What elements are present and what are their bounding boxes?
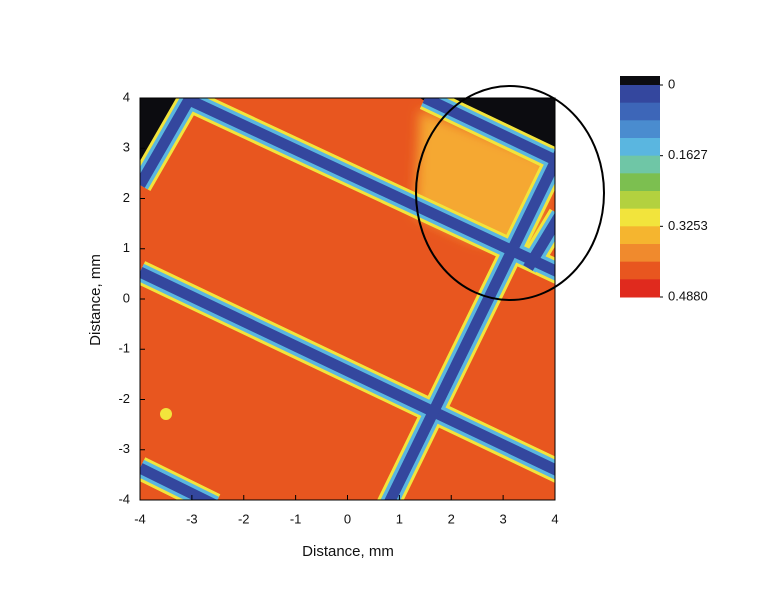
x-tick-label: -4 xyxy=(134,511,146,526)
y-axis-label: Distance, mm xyxy=(87,254,104,346)
highlight-ellipse xyxy=(415,85,605,301)
colorbar-band xyxy=(620,261,660,280)
colorbar-band xyxy=(620,279,660,298)
y-tick-label: 2 xyxy=(123,190,130,205)
colorbar-band xyxy=(620,208,660,227)
colorbar-tick-label: 0 xyxy=(668,76,675,91)
colorbar-tick-label: 0.1627 xyxy=(668,147,708,162)
colorbar-band xyxy=(620,85,660,104)
x-tick-label: 2 xyxy=(448,511,455,526)
x-tick-label: -2 xyxy=(238,511,250,526)
y-tick-label: -1 xyxy=(118,341,130,356)
colorbar-band xyxy=(620,244,660,263)
colorbar-band xyxy=(620,102,660,121)
colorbar-band xyxy=(620,155,660,174)
x-tick-label: 4 xyxy=(551,511,558,526)
colorbar-band xyxy=(620,138,660,157)
x-tick-label: 3 xyxy=(500,511,507,526)
colorbar-band xyxy=(620,120,660,139)
y-tick-label: 4 xyxy=(123,89,130,104)
x-tick-label: -3 xyxy=(186,511,198,526)
y-tick-label: -2 xyxy=(118,391,130,406)
colorbar-band xyxy=(620,191,660,210)
contour-field xyxy=(140,98,555,500)
x-tick-label: 1 xyxy=(396,511,403,526)
colorbar-band xyxy=(620,226,660,245)
x-tick-label: 0 xyxy=(344,511,351,526)
colorbar-tick-label: 0.4880 xyxy=(668,288,708,303)
y-tick-label: 1 xyxy=(123,240,130,255)
colorbar-tick-label: 0.3253 xyxy=(668,218,708,233)
colorbar-band xyxy=(620,173,660,192)
y-tick-label: 0 xyxy=(123,290,130,305)
x-tick-label: -1 xyxy=(290,511,302,526)
x-axis-label: Distance, mm xyxy=(302,543,394,560)
y-tick-label: -4 xyxy=(118,491,130,506)
colorbar-cap xyxy=(620,76,660,85)
y-tick-label: -3 xyxy=(118,441,130,456)
y-tick-label: 3 xyxy=(123,140,130,155)
